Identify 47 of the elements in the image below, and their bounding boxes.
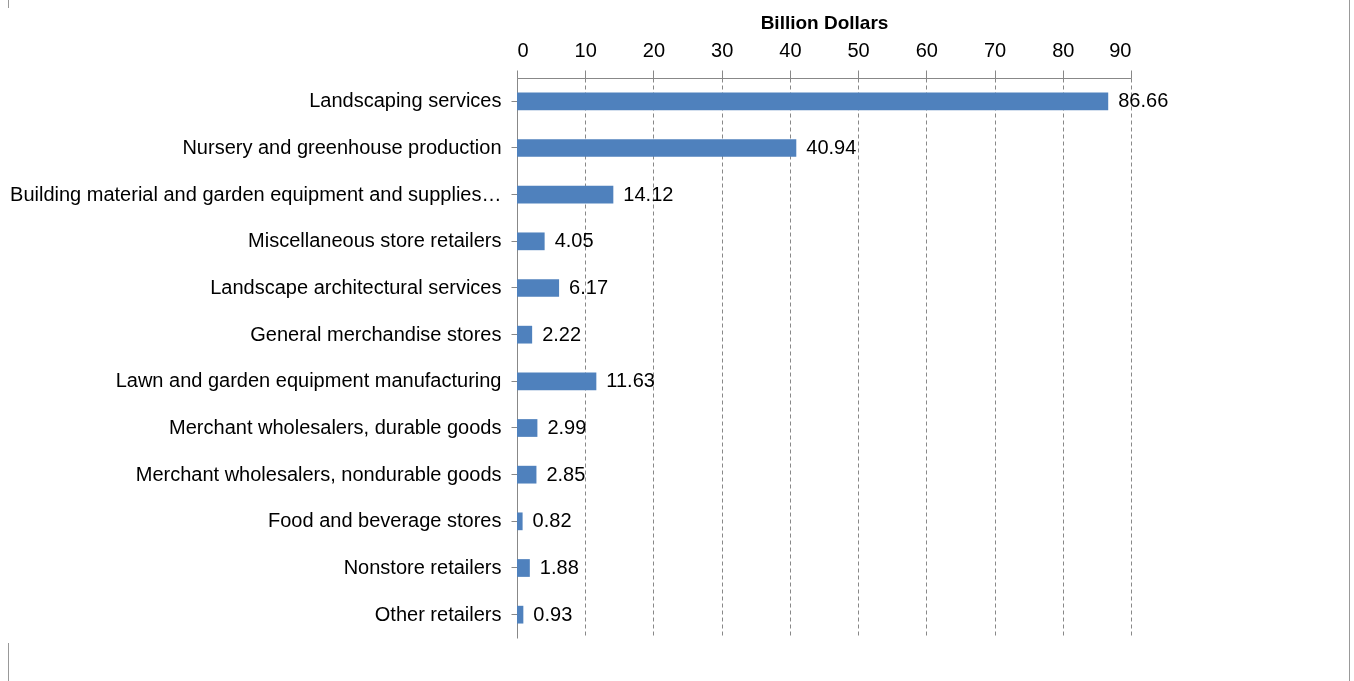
y-tick-label: Building material and garden equipment and supplies… <box>10 182 502 205</box>
y-tick-label: Other retailers <box>374 602 502 625</box>
x-tick-label: 20 <box>642 38 666 61</box>
x-tick-label: 40 <box>779 38 802 61</box>
x-tick-label: 10 <box>574 38 597 61</box>
data-label: 11.63 <box>606 369 655 392</box>
bar <box>517 465 537 484</box>
y-tick-label: General merchandise stores <box>250 322 502 345</box>
bar <box>517 232 545 251</box>
data-label: 2.99 <box>547 416 587 438</box>
data-label: 1.88 <box>539 556 579 578</box>
bar <box>517 419 538 437</box>
bar <box>517 139 797 157</box>
y-tick-label: Merchant wholesalers, durable goods <box>169 416 502 438</box>
y-tick-label: Nonstore retailers <box>343 556 502 578</box>
y-tick-label: Landscape architectural services <box>210 276 502 298</box>
data-label: 4.05 <box>554 229 594 252</box>
x-tick-label: 60 <box>915 38 938 61</box>
x-tick-label: 70 <box>983 38 1007 61</box>
bar <box>517 185 614 204</box>
data-label: 40.94 <box>806 136 857 158</box>
data-label: 6.17 <box>569 276 609 298</box>
x-axis-title: Billion Dollars <box>760 11 889 33</box>
x-tick-label: 30 <box>711 38 734 61</box>
bar <box>517 92 1109 111</box>
bar <box>517 605 524 624</box>
y-tick-label: Landscaping services <box>309 89 502 112</box>
x-tick-label: 90 <box>1109 38 1132 61</box>
y-tick-label: Lawn and garden equipment manufacturing <box>115 369 502 392</box>
x-tick-label: 0 <box>517 38 529 61</box>
y-tick-label: Merchant wholesalers, nondurable goods <box>135 462 502 485</box>
y-tick-label: Food and beverage stores <box>268 509 502 532</box>
data-label: 86.66 <box>1118 89 1169 112</box>
x-tick-label: 80 <box>1052 38 1075 61</box>
data-label: 0.93 <box>533 602 573 625</box>
data-label: 0.82 <box>532 509 572 532</box>
y-tick-label: Miscellaneous store retailers <box>248 229 502 252</box>
bar <box>517 279 560 297</box>
data-label: 2.22 <box>542 322 582 345</box>
x-tick-label: 50 <box>847 38 870 61</box>
bar <box>517 559 530 577</box>
data-label: 14.12 <box>623 182 674 205</box>
bar <box>517 325 533 344</box>
bar <box>517 512 523 531</box>
data-label: 2.85 <box>546 462 586 485</box>
bar <box>517 372 597 391</box>
y-tick-label: Nursery and greenhouse production <box>182 136 502 158</box>
